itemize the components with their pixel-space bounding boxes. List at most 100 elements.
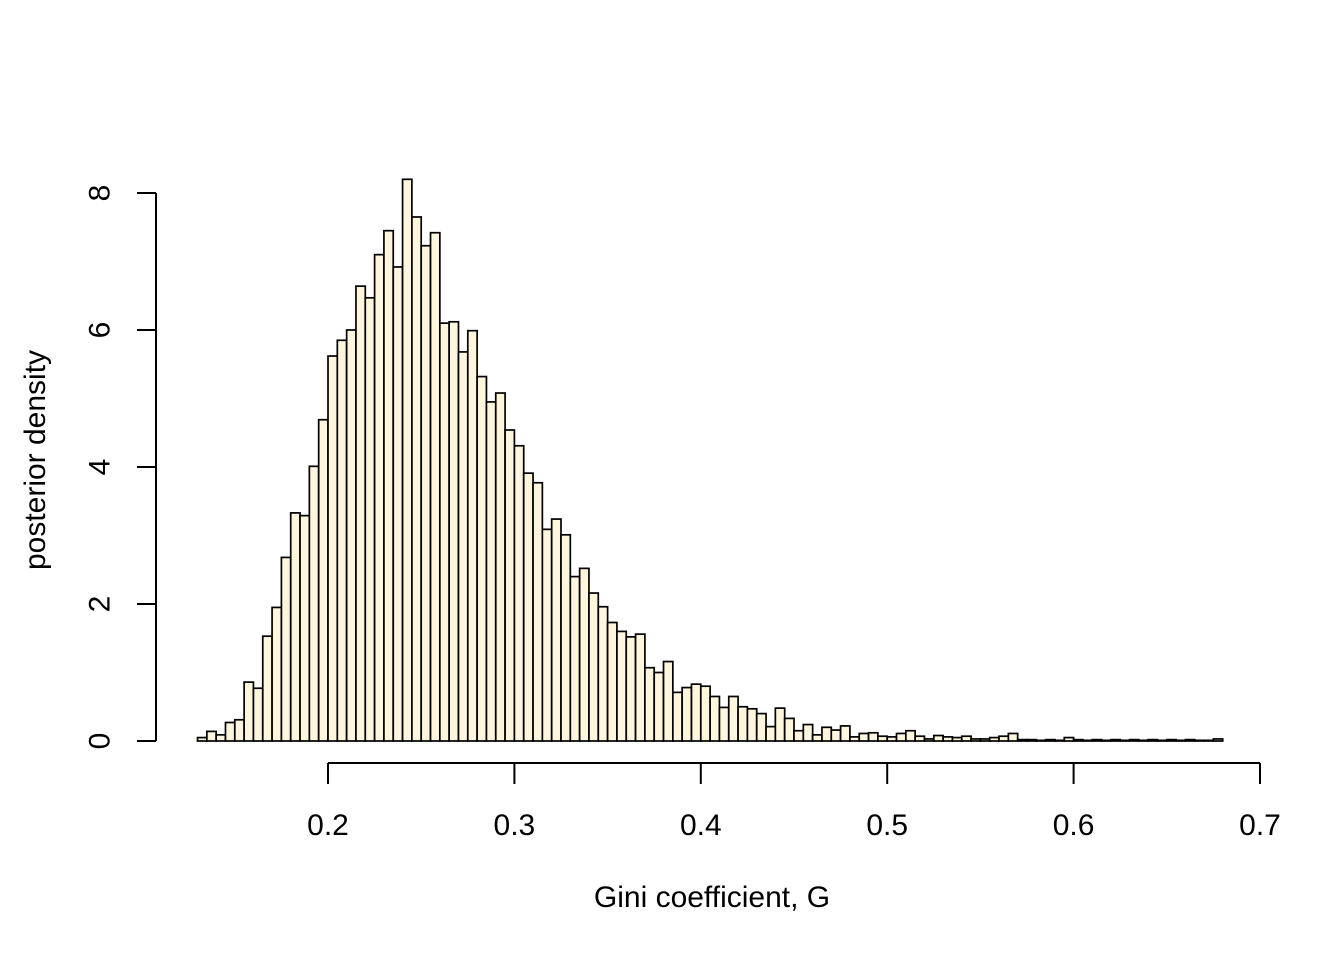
histogram-bar (1063, 736, 1075, 742)
histogram-bar (205, 730, 218, 742)
histogram-bar (233, 718, 245, 742)
x-tick-label: 0.5 (866, 809, 908, 842)
histogram-bar (504, 429, 516, 742)
histogram-bar (560, 533, 572, 742)
histogram-bar (904, 729, 917, 742)
histogram-bar (420, 244, 432, 742)
histogram-bar (327, 355, 339, 742)
histogram-bar (970, 738, 982, 742)
histogram-bar (373, 253, 385, 742)
histogram-bar (951, 736, 963, 742)
y-axis: 0 2 4 6 8 (84, 185, 157, 749)
histogram-bar (494, 392, 506, 742)
histogram-bar (578, 567, 590, 742)
histogram-bar (215, 733, 227, 742)
histogram-bar (336, 339, 348, 742)
histogram-bar (625, 636, 637, 742)
histogram-bar (942, 736, 954, 742)
histogram-bar (839, 725, 851, 742)
histogram-bar (308, 465, 320, 742)
histogram-bar (252, 687, 264, 742)
histogram-bar (616, 630, 628, 742)
histogram-bar (699, 685, 711, 742)
x-tick-label: 0.2 (307, 809, 349, 842)
histogram-bar (923, 738, 935, 742)
histogram-bar (718, 706, 730, 742)
histogram-bar (755, 712, 767, 742)
histogram-bar (932, 734, 944, 742)
histogram-bar (550, 518, 562, 742)
histogram-bar (774, 707, 786, 742)
histogram-bar (1110, 738, 1122, 742)
x-axis: 0.2 0.3 0.4 0.5 0.6 0.7 (307, 762, 1281, 842)
y-axis-title: posterior density (19, 349, 52, 571)
histogram-bars (196, 178, 1224, 742)
histogram-bar (588, 592, 600, 742)
histogram-bar (988, 736, 1000, 742)
histogram-bar (681, 686, 693, 742)
histogram-bar (1026, 738, 1038, 742)
histogram-bar (746, 707, 758, 742)
histogram-bar (1156, 739, 1168, 742)
histogram-bar (895, 732, 907, 742)
histogram-bar (1203, 739, 1215, 742)
histogram-bar (345, 329, 357, 742)
histogram-bar (196, 736, 208, 742)
histogram-bar (858, 732, 870, 742)
histogram-bar (429, 231, 441, 742)
histogram-bar (1128, 738, 1140, 742)
histogram-bar (634, 633, 646, 742)
histogram-bar (998, 735, 1010, 742)
histogram-bar (821, 726, 833, 742)
histogram-bar (727, 695, 739, 742)
histogram-bar (401, 178, 413, 742)
histogram-bar (867, 731, 879, 742)
histogram-bar (280, 556, 292, 742)
x-tick-label: 0.3 (494, 809, 536, 842)
histogram-bar (709, 695, 721, 742)
histogram-bar (1035, 739, 1047, 742)
histogram-bar (690, 683, 702, 742)
histogram-bar (513, 444, 525, 742)
histogram-bar (364, 296, 376, 742)
histogram-bar (830, 729, 842, 742)
histogram-bar (383, 229, 395, 742)
histogram-bar (1054, 739, 1066, 742)
histogram-bar (960, 735, 972, 742)
histogram-bar (522, 472, 534, 742)
histogram-bar (671, 691, 684, 742)
x-tick-label: 0.4 (680, 809, 722, 842)
histogram-bar (877, 735, 889, 742)
histogram-bar (1119, 739, 1131, 742)
histogram-bar (644, 666, 656, 742)
histogram-bar (914, 735, 926, 742)
histogram-bar (783, 717, 795, 742)
histogram-bar (457, 351, 469, 742)
histogram-bar (802, 723, 814, 742)
histogram-bar (1175, 739, 1187, 742)
x-axis-title: Gini coefficient, G (593, 881, 831, 914)
histogram-bar (979, 738, 991, 742)
histogram-bar (392, 266, 404, 742)
histogram-bar (224, 721, 236, 742)
histogram-bar (466, 329, 478, 742)
histogram-bar (1007, 732, 1019, 742)
histogram-bar (532, 481, 544, 742)
histogram-bar (1082, 739, 1094, 742)
y-tick-label: 8 (84, 185, 117, 202)
histogram-bar (438, 322, 451, 742)
histogram-bar (271, 606, 283, 742)
histogram-bar (606, 621, 618, 742)
histogram-bar (541, 528, 553, 742)
histogram-bar (485, 401, 497, 742)
histogram-bar (1100, 739, 1112, 742)
histogram-bar (243, 681, 255, 742)
histogram-bar (1184, 738, 1196, 742)
histogram-bar (289, 512, 301, 742)
histogram-bar (653, 671, 665, 742)
histogram-bar (1147, 738, 1159, 742)
y-tick-label: 6 (84, 322, 117, 339)
histogram-bar (1016, 738, 1028, 742)
